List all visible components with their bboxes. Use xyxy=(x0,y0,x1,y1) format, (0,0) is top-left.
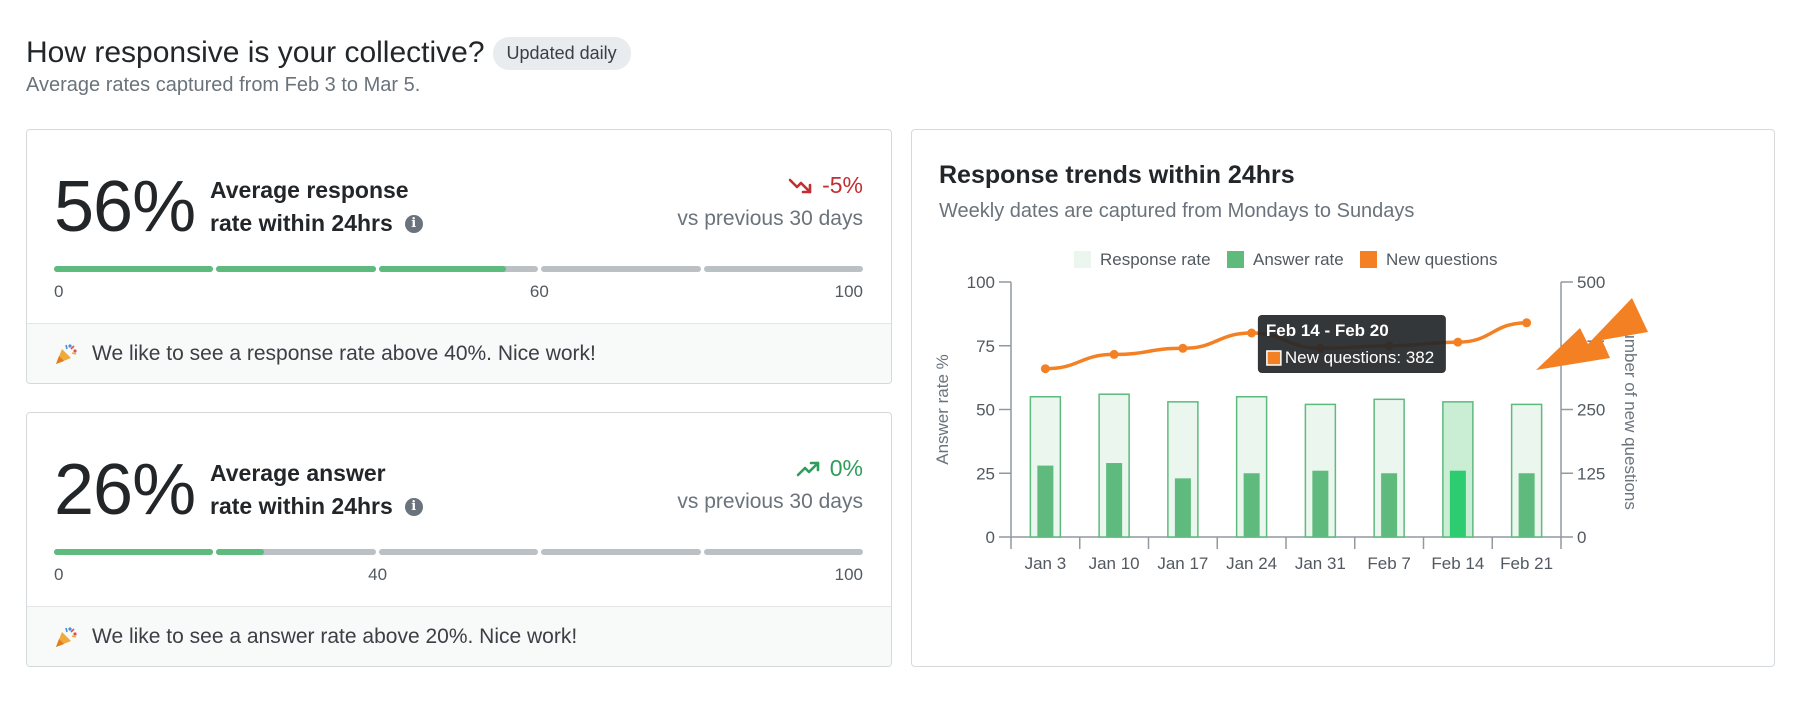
progress-segment xyxy=(541,266,701,272)
y2-axis-title: Number of new questions xyxy=(1621,317,1640,510)
response-rate-change-value: -5% xyxy=(822,172,863,198)
answer-rate-value: 26% xyxy=(54,450,196,530)
answer-rate-bar xyxy=(1312,470,1329,537)
tooltip-swatch xyxy=(1266,350,1282,366)
trend-up-icon xyxy=(796,461,820,476)
progress-fill xyxy=(216,549,265,555)
new-questions-point xyxy=(1109,349,1119,359)
page-header: How responsive is your collective? Updat… xyxy=(26,36,631,97)
y-tick-label: 100 xyxy=(967,273,995,292)
progress-segment xyxy=(703,549,863,555)
response-rate-scale: 0 60 100 xyxy=(54,282,863,304)
x-tick-label: Jan 17 xyxy=(1157,554,1208,573)
answer-rate-scale: 0 40 100 xyxy=(54,565,863,587)
progress-segment xyxy=(703,266,863,272)
new-questions-point xyxy=(1247,328,1257,338)
progress-fill xyxy=(54,266,214,272)
info-icon[interactable]: i xyxy=(404,497,423,516)
tooltip-title: Feb 14 - Feb 20 xyxy=(1266,321,1389,340)
trend-down-icon xyxy=(788,178,812,193)
answer-rate-label: Average answer rate within 24hrs i xyxy=(210,457,423,523)
legend-label: Answer rate xyxy=(1253,250,1344,269)
y2-tick-label: 250 xyxy=(1577,401,1605,420)
answer-rate-bar xyxy=(1106,463,1123,537)
response-rate-comparison: vs previous 30 days xyxy=(677,207,863,230)
chart-subtitle: Weekly dates are captured from Mondays t… xyxy=(939,200,1415,222)
answer-rate-footer-text: We like to see a answer rate above 20%. … xyxy=(92,624,578,648)
answer-rate-bar xyxy=(1381,473,1398,537)
response-rate-label-line1: Average response xyxy=(210,177,409,203)
party-popper-icon xyxy=(54,625,78,649)
y-axis-title: Answer rate % xyxy=(933,354,952,465)
response-rate-change: -5% vs previous 30 days xyxy=(677,172,863,231)
answer-rate-label-line1: Average answer xyxy=(210,460,386,486)
y2-tick-label: 0 xyxy=(1577,528,1586,547)
legend-swatch xyxy=(1360,251,1377,268)
y-tick-label: 0 xyxy=(986,528,995,547)
page-title: How responsive is your collective? xyxy=(26,36,485,69)
response-rate-card: 56% Average response rate within 24hrs i… xyxy=(26,129,892,384)
new-questions-point xyxy=(1178,343,1188,353)
y-tick-label: 50 xyxy=(976,401,995,420)
tooltip-label: New questions: 382 xyxy=(1285,348,1434,367)
answer-rate-footer: We like to see a answer rate above 20%. … xyxy=(27,606,891,666)
x-tick-label: Jan 3 xyxy=(1025,554,1067,573)
y-tick-label: 25 xyxy=(976,464,995,483)
response-rate-footer-text: We like to see a response rate above 40%… xyxy=(92,341,596,365)
answer-rate-change: 0% vs previous 30 days xyxy=(677,455,863,514)
answer-rate-bar xyxy=(1449,470,1466,537)
answer-rate-change-value: 0% xyxy=(829,455,863,481)
scale-max: 100 xyxy=(834,282,863,301)
response-rate-progress-bar xyxy=(54,266,863,272)
scale-min: 0 xyxy=(54,282,64,301)
response-trends-chart: Response rate Answer rate New questions 0 25… xyxy=(933,250,1640,573)
response-rate-label-line2: rate within 24hrs xyxy=(210,210,393,236)
response-rate-value: 56% xyxy=(54,167,196,247)
progress-segment xyxy=(378,549,539,555)
answer-rate-label-line2: rate within 24hrs xyxy=(210,493,393,519)
page-subtitle: Average rates captured from Feb 3 to Mar… xyxy=(26,74,421,96)
progress-segment xyxy=(216,549,376,555)
x-tick-label: Jan 24 xyxy=(1226,554,1277,573)
legend-label: Response rate xyxy=(1100,250,1211,269)
x-tick-label: Jan 10 xyxy=(1089,554,1140,573)
answer-rate-bar xyxy=(1518,473,1535,537)
response-rate-label: Average response rate within 24hrs i xyxy=(210,174,423,240)
legend-label: New questions xyxy=(1386,250,1498,269)
new-questions-point xyxy=(1453,337,1463,347)
answer-rate-bar xyxy=(1037,465,1054,537)
scale-mid: 60 xyxy=(529,282,549,301)
info-icon[interactable]: i xyxy=(404,214,423,233)
legend-swatch xyxy=(1227,251,1244,268)
y2-tick-label: 500 xyxy=(1577,273,1605,292)
legend-swatch xyxy=(1074,251,1091,268)
response-rate-footer: We like to see a response rate above 40%… xyxy=(27,323,891,383)
update-frequency-badge: Updated daily xyxy=(492,36,631,70)
progress-segment xyxy=(541,549,701,555)
party-popper-icon xyxy=(54,342,78,366)
response-trends-card: Response trends within 24hrs Weekly date… xyxy=(911,129,1775,667)
y2-tick-label: 125 xyxy=(1577,464,1605,483)
answer-rate-comparison: vs previous 30 days xyxy=(677,490,863,513)
x-tick-label: Feb 14 xyxy=(1431,554,1484,573)
y-tick-label: 75 xyxy=(976,337,995,356)
x-tick-label: Jan 31 xyxy=(1295,554,1346,573)
answer-rate-bar xyxy=(1243,473,1260,537)
new-questions-point xyxy=(1522,318,1532,328)
x-tick-label: Feb 21 xyxy=(1500,554,1553,573)
progress-fill xyxy=(54,549,214,555)
progress-fill xyxy=(216,266,376,272)
answer-rate-bar xyxy=(1174,478,1191,537)
answer-rate-progress-bar xyxy=(54,549,863,555)
scale-min: 0 xyxy=(54,565,64,584)
new-questions-point xyxy=(1040,364,1050,374)
tooltip-box xyxy=(1257,315,1446,373)
progress-fill xyxy=(378,266,507,272)
scale-mid: 40 xyxy=(368,565,388,584)
chart-title: Response trends within 24hrs xyxy=(939,161,1295,189)
arrow-pointer-icon xyxy=(1536,298,1648,370)
scale-max: 100 xyxy=(834,565,863,584)
x-tick-label: Feb 7 xyxy=(1367,554,1410,573)
answer-rate-card: 26% Average answer rate within 24hrs i 0… xyxy=(26,412,892,667)
